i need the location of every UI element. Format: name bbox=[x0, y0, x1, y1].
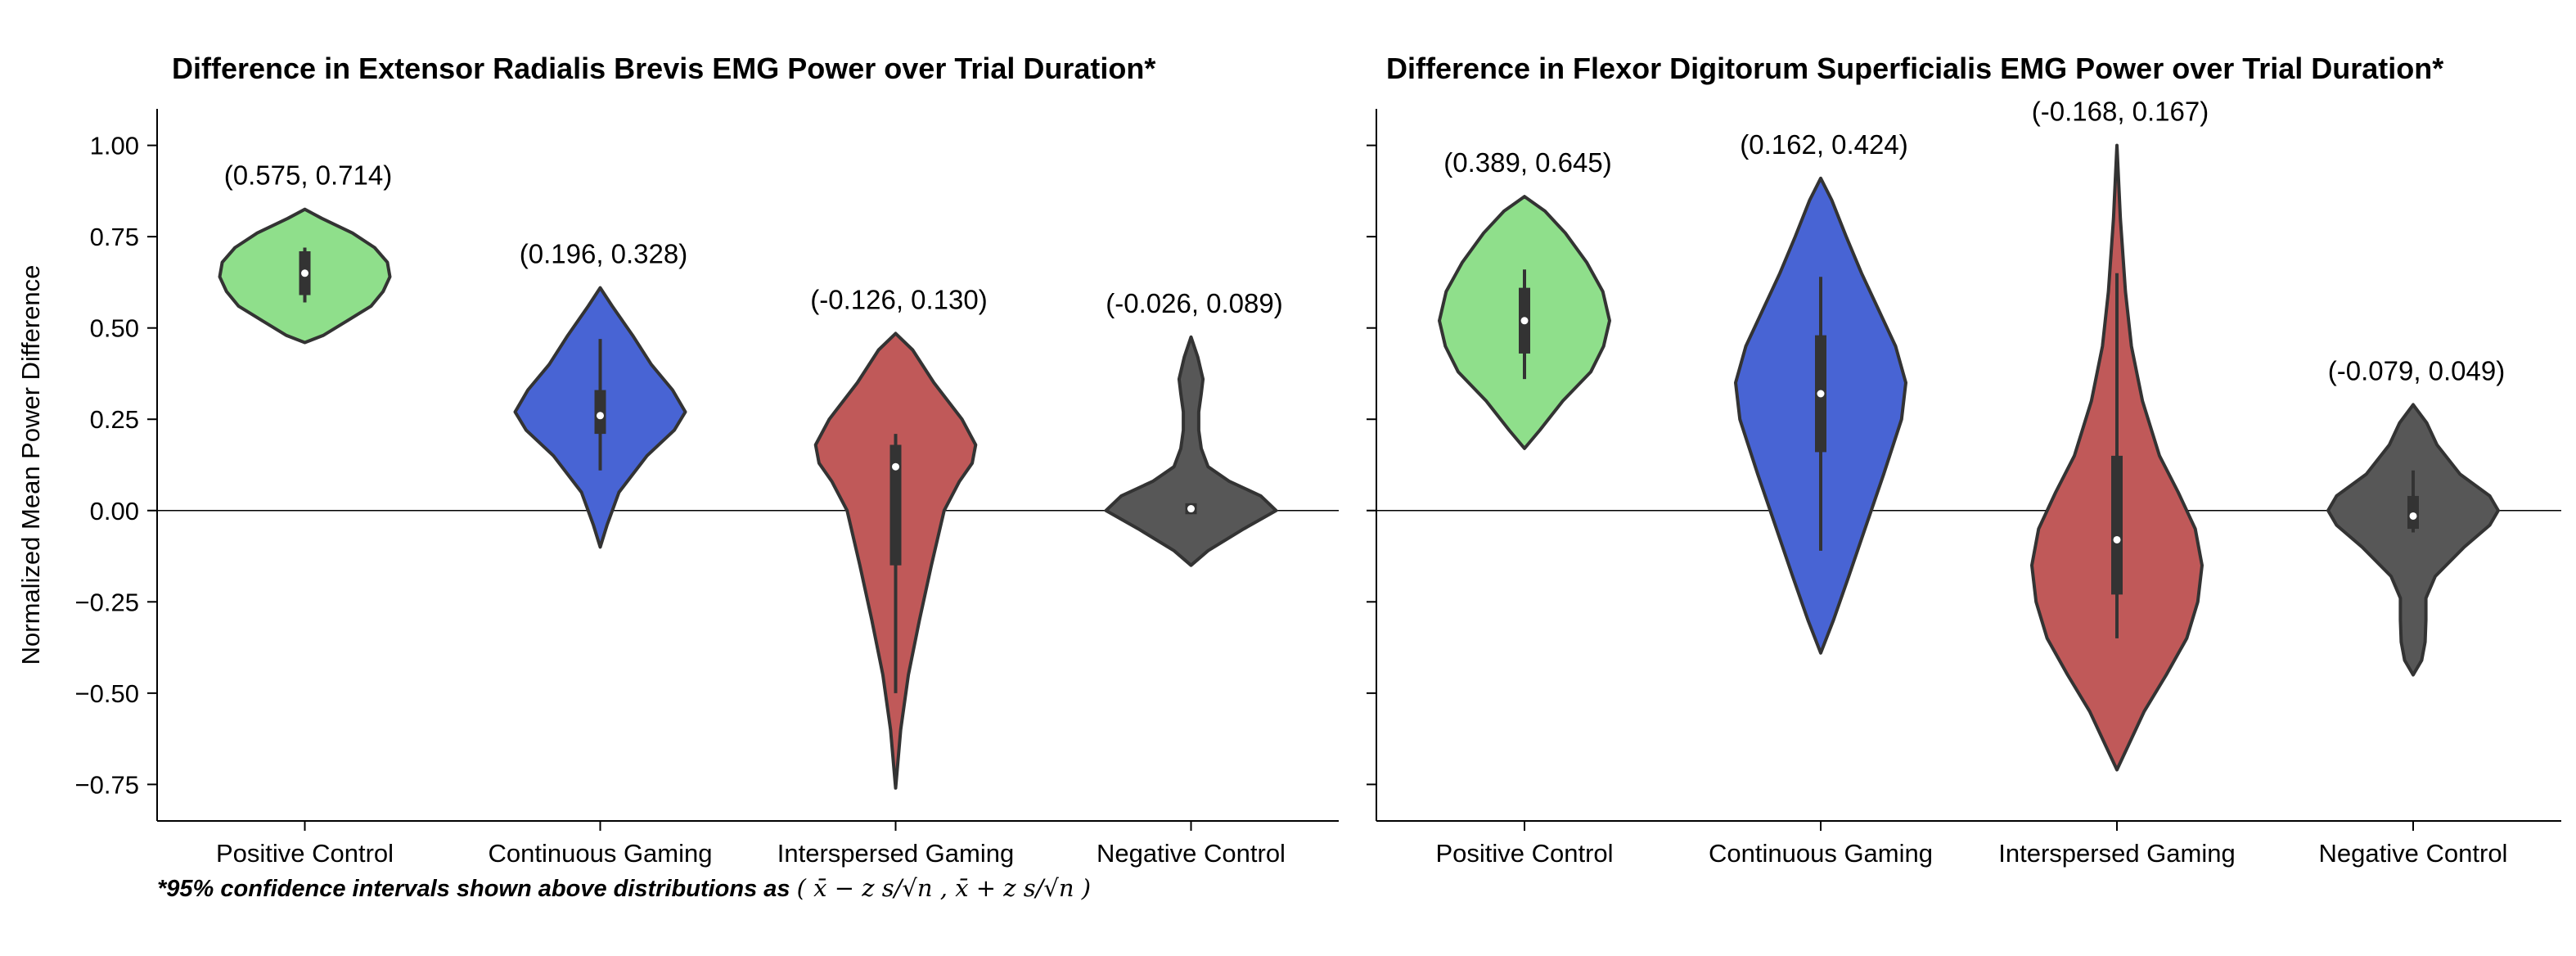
ci-label: (-0.168, 0.167) bbox=[2032, 97, 2209, 127]
violin-3: (-0.168, 0.167) bbox=[2030, 97, 2209, 772]
violin-box bbox=[2111, 455, 2123, 595]
y-tick-label: −0.25 bbox=[75, 588, 139, 616]
ci-label: (-0.126, 0.130) bbox=[810, 284, 987, 314]
violin-2: (0.196, 0.328) bbox=[513, 239, 687, 549]
x-tick-label: Positive Control bbox=[1435, 839, 1613, 868]
violin-median-dot bbox=[597, 412, 604, 420]
x-tick-label: Negative Control bbox=[1097, 839, 1286, 868]
x-tick-label: Continuous Gaming bbox=[489, 839, 713, 868]
chart-panel-1: Difference in Extensor Radialis Brevis E… bbox=[16, 52, 1339, 868]
y-tick-label: −0.75 bbox=[75, 770, 139, 799]
violin-3: (-0.126, 0.130) bbox=[810, 284, 988, 790]
violin-1: (0.389, 0.645) bbox=[1438, 147, 1612, 450]
violin-median-dot bbox=[301, 269, 308, 277]
x-tick-label: Negative Control bbox=[2319, 839, 2508, 868]
y-tick-label: 0.75 bbox=[90, 223, 139, 251]
ci-label: (0.389, 0.645) bbox=[1443, 147, 1611, 178]
violin-1: (0.575, 0.714) bbox=[218, 160, 392, 345]
y-tick-label: 0.00 bbox=[90, 497, 139, 525]
footnote-formula: ( x̄ − z s/√n , x̄ + z s/√n ) bbox=[796, 874, 1092, 902]
violin-body bbox=[1104, 335, 1278, 567]
violin-median-dot bbox=[892, 462, 899, 471]
ci-label: (-0.079, 0.049) bbox=[2328, 355, 2505, 386]
violin-median-dot bbox=[1187, 505, 1195, 513]
violin-median-dot bbox=[2113, 535, 2121, 543]
y-tick-label: 0.25 bbox=[90, 405, 139, 434]
footnote: *95% confidence intervals shown above di… bbox=[157, 874, 1091, 903]
ci-label: (0.162, 0.424) bbox=[1740, 129, 1907, 160]
y-tick-label: −0.50 bbox=[75, 679, 139, 708]
violin-2: (0.162, 0.424) bbox=[1734, 129, 1908, 655]
violin-median-dot bbox=[1520, 317, 1529, 325]
violin-body bbox=[2326, 403, 2500, 677]
ci-label: (0.196, 0.328) bbox=[520, 239, 687, 269]
chart-title: Difference in Flexor Digitorum Superfici… bbox=[1386, 52, 2443, 85]
x-tick-label: Interspersed Gaming bbox=[777, 839, 1014, 868]
y-tick-label: 0.50 bbox=[90, 314, 139, 343]
y-axis-label: Normalized Mean Power Difference bbox=[16, 265, 45, 665]
violin-box bbox=[889, 444, 902, 566]
footnote-text: *95% confidence intervals shown above di… bbox=[157, 876, 790, 902]
chart-panel-2: Difference in Flexor Digitorum Superfici… bbox=[1367, 52, 2561, 868]
violin-median-dot bbox=[1817, 390, 1825, 398]
violin-median-dot bbox=[2409, 512, 2417, 520]
violin-4: (-0.079, 0.049) bbox=[2326, 355, 2505, 677]
x-tick-label: Positive Control bbox=[216, 839, 394, 868]
y-tick-label: 1.00 bbox=[90, 132, 139, 160]
ci-label: (0.575, 0.714) bbox=[224, 160, 392, 191]
x-tick-label: Interspersed Gaming bbox=[1998, 839, 2235, 868]
violin-4: (-0.026, 0.089) bbox=[1104, 288, 1283, 567]
x-tick-label: Continuous Gaming bbox=[1709, 839, 1933, 868]
ci-label: (-0.026, 0.089) bbox=[1106, 288, 1282, 318]
chart-title: Difference in Extensor Radialis Brevis E… bbox=[172, 52, 1155, 85]
